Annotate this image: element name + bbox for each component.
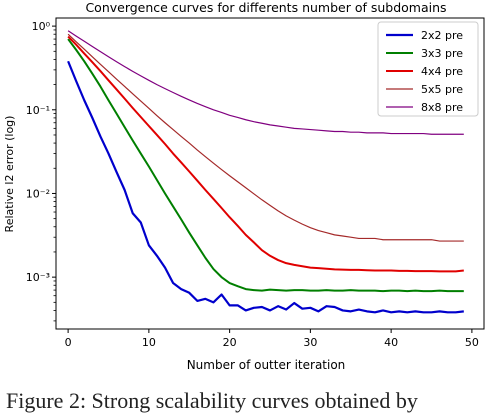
x-tick-label: 10 bbox=[142, 336, 156, 349]
x-tick-label: 0 bbox=[65, 336, 72, 349]
x-tick-label: 20 bbox=[223, 336, 237, 349]
plot-frame bbox=[55, 17, 485, 330]
x-tick-label: 40 bbox=[384, 336, 398, 349]
series-line-5x5-pre bbox=[67, 33, 464, 242]
legend-label: 4x4 pre bbox=[421, 65, 463, 78]
legend-label: 2x2 pre bbox=[421, 29, 463, 42]
series-line-4x4-pre bbox=[67, 35, 464, 273]
legend-box bbox=[377, 21, 479, 117]
series-line-3x3-pre bbox=[67, 38, 464, 293]
legend-label: 3x3 pre bbox=[421, 47, 463, 60]
x-axis-label: Number of outter iteration bbox=[187, 358, 346, 372]
legend: 2x2 pre 3x3 pre 4x4 pre 5x5 pre 8x8 pre bbox=[377, 21, 479, 117]
legend-label: 5x5 pre bbox=[421, 83, 463, 96]
series-line-8x8-pre bbox=[67, 30, 464, 135]
convergence-chart: Convergence curves for differents number… bbox=[3, 0, 485, 372]
y-axis-label: Relative l2 error (log) bbox=[3, 116, 16, 233]
chart-title: Convergence curves for differents number… bbox=[85, 0, 446, 15]
y-tick-label: 10⁰ bbox=[32, 20, 51, 33]
axis-ticks: 0 10 20 30 40 50 10⁻³ 10⁻² 10⁻¹ 10⁰ bbox=[26, 20, 479, 349]
figure-caption: Figure 2: Strong scalability curves obta… bbox=[6, 388, 418, 413]
y-tick-label: 10⁻³ bbox=[26, 271, 50, 284]
x-tick-label: 30 bbox=[303, 336, 317, 349]
series-line-2x2-pre bbox=[67, 60, 464, 314]
y-tick-label: 10⁻² bbox=[26, 187, 50, 200]
legend-label: 8x8 pre bbox=[421, 101, 463, 114]
x-tick-label: 50 bbox=[465, 336, 479, 349]
series-lines bbox=[67, 30, 464, 314]
y-tick-label: 10⁻¹ bbox=[26, 104, 50, 117]
